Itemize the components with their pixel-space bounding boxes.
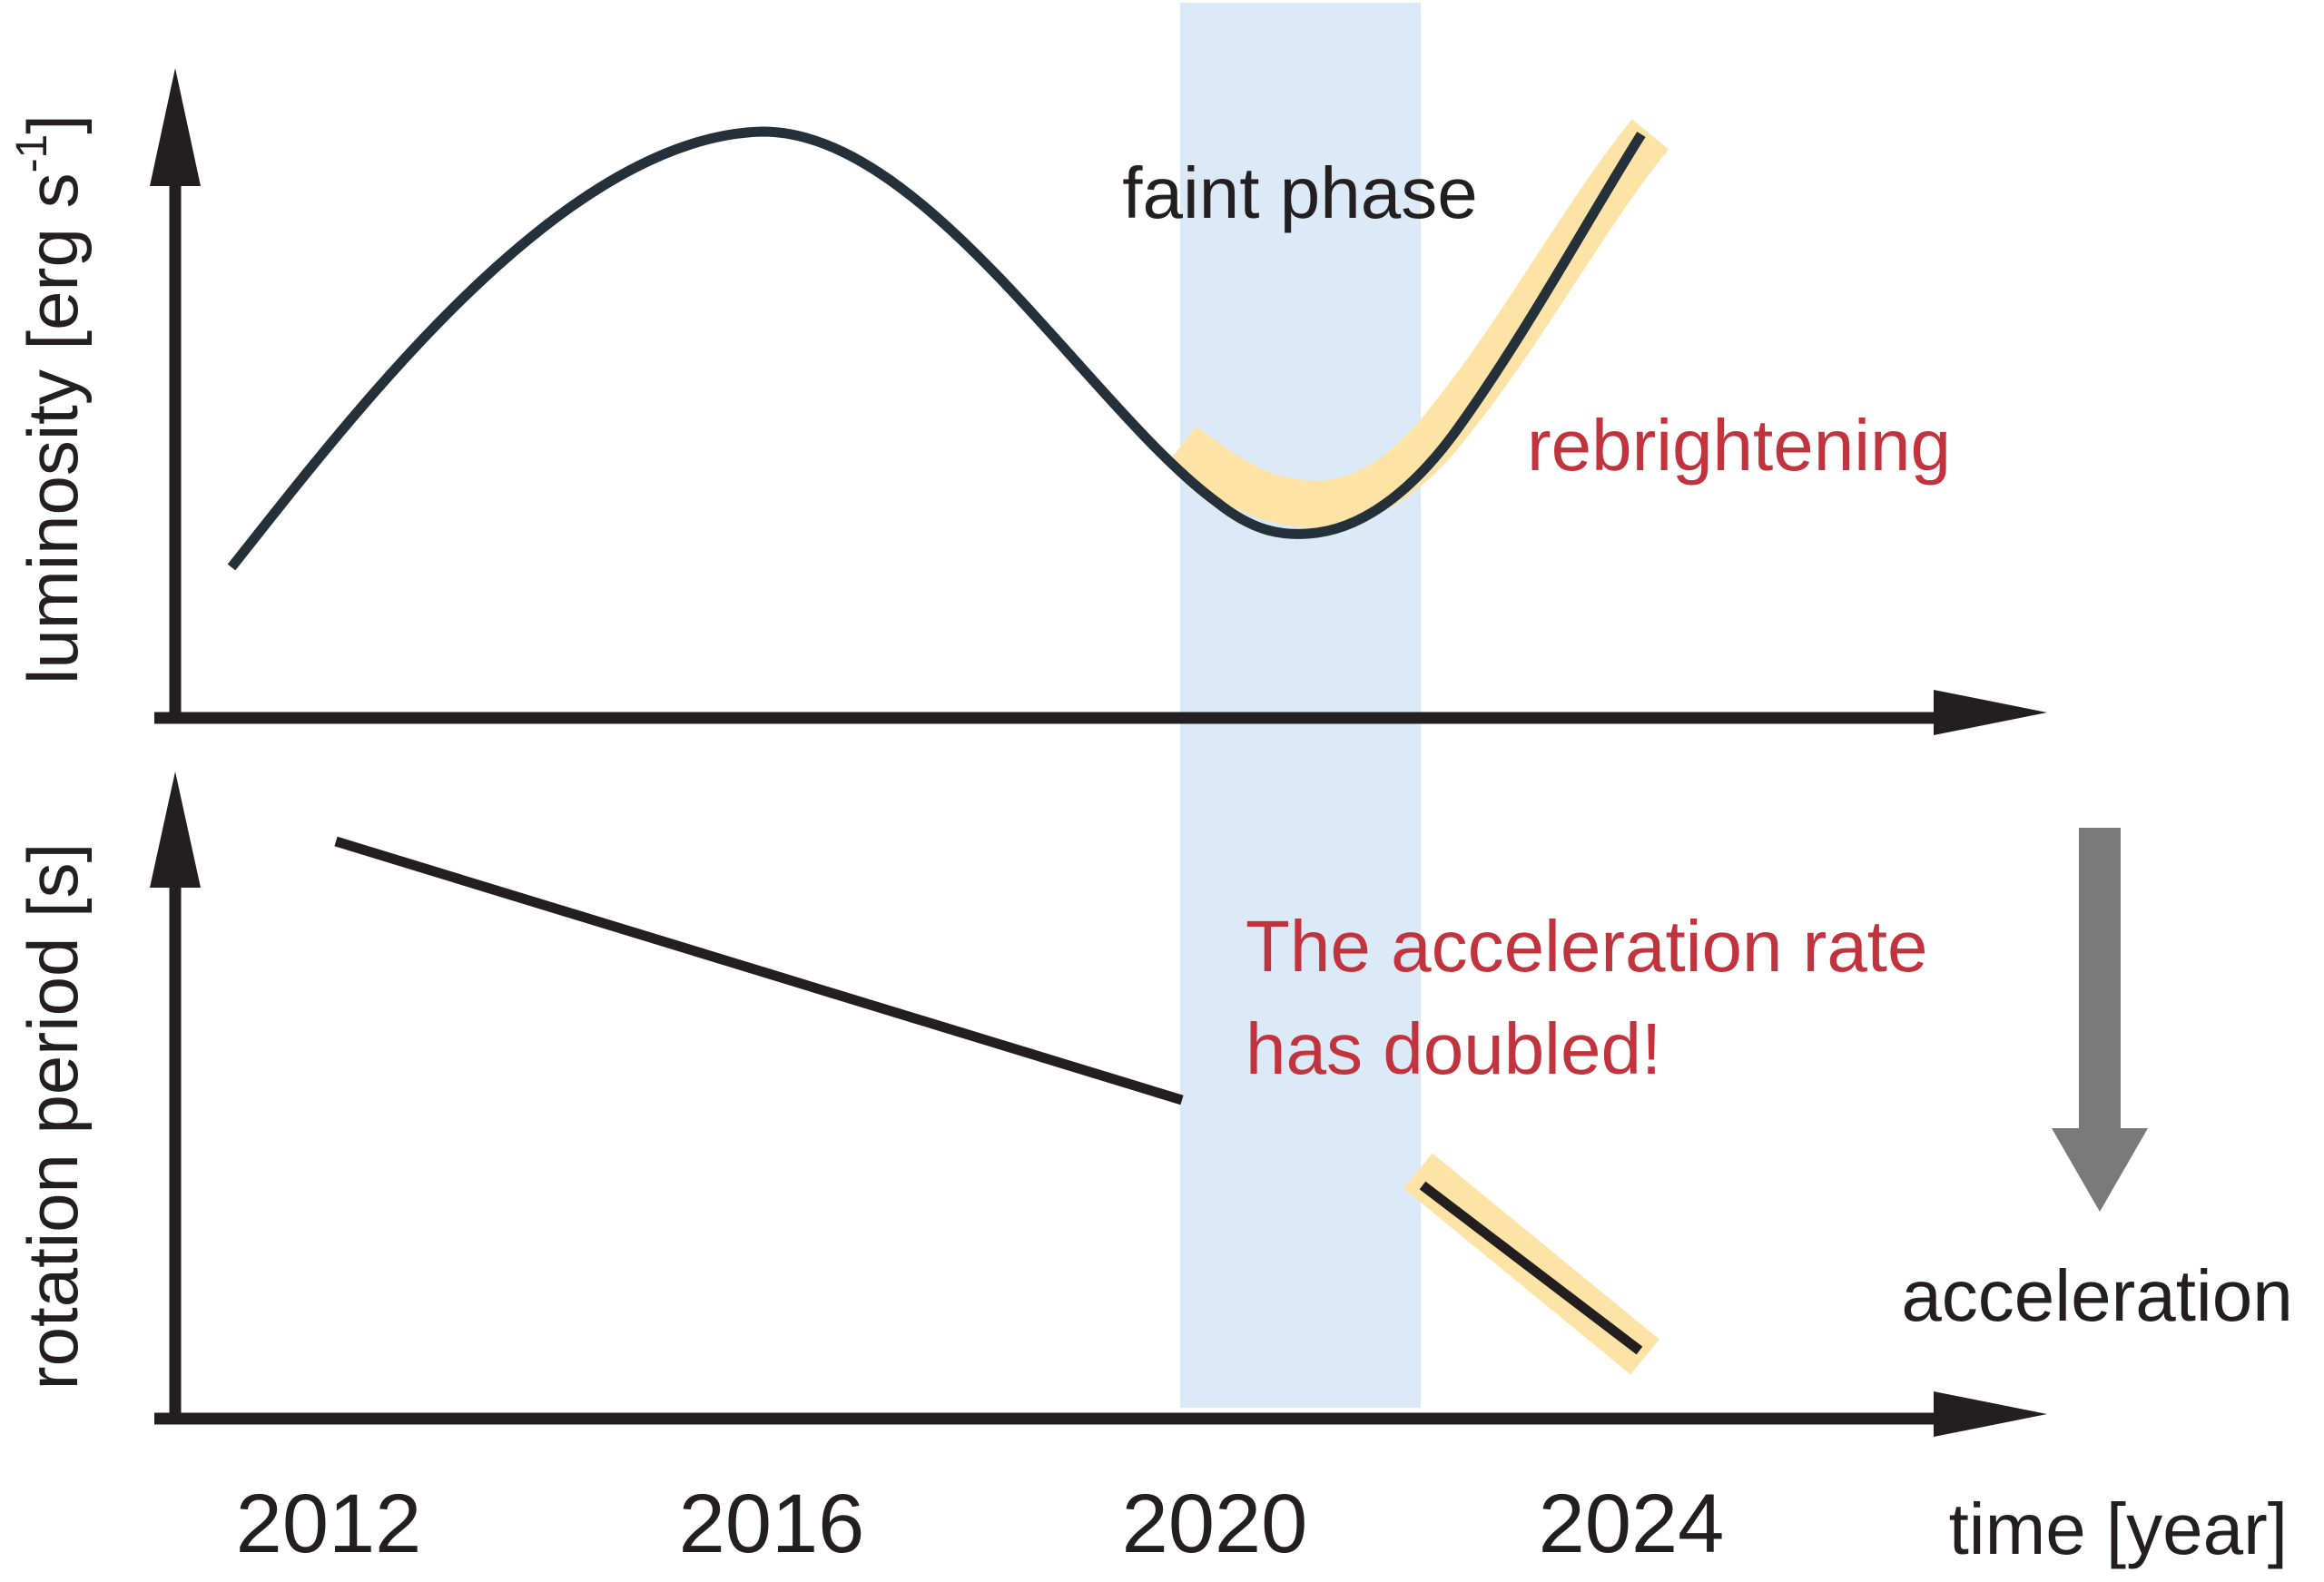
top-x-axis-arrowhead	[1934, 690, 2047, 735]
acceleration-rate-line2: has doubled!	[1246, 1008, 1661, 1089]
top-y-axis-label: luminosity [erg s-1]	[8, 114, 93, 684]
bottom-x-axis-arrowhead	[1934, 1391, 2047, 1437]
period-segment-early	[334, 836, 1184, 1105]
x-tick-2012: 2012	[236, 1478, 422, 1570]
x-tick-2020: 2020	[1122, 1478, 1308, 1570]
x-tick-2016: 2016	[679, 1478, 865, 1570]
top-y-axis-arrowhead	[150, 68, 201, 186]
acceleration-arrow-head	[2052, 1128, 2148, 1212]
bottom-y-axis-arrowhead	[150, 771, 201, 888]
acceleration-rate-line1: The acceleration rate	[1246, 906, 1928, 987]
x-tick-2024: 2024	[1539, 1478, 1725, 1570]
rebrightening-label: rebrightening	[1527, 405, 1951, 486]
faint-phase-band	[1180, 3, 1421, 1408]
period-segment-late	[1419, 1181, 1643, 1355]
acceleration-label: acceleration	[1901, 1255, 2292, 1336]
bottom-y-axis-label: rotation period [s]	[13, 843, 93, 1390]
acceleration-arrow-shaft	[2079, 828, 2121, 1132]
luminosity-curve	[227, 126, 1646, 571]
faint-phase-label: faint phase	[1122, 152, 1477, 233]
x-axis-label: time [year]	[1949, 1489, 2288, 1569]
